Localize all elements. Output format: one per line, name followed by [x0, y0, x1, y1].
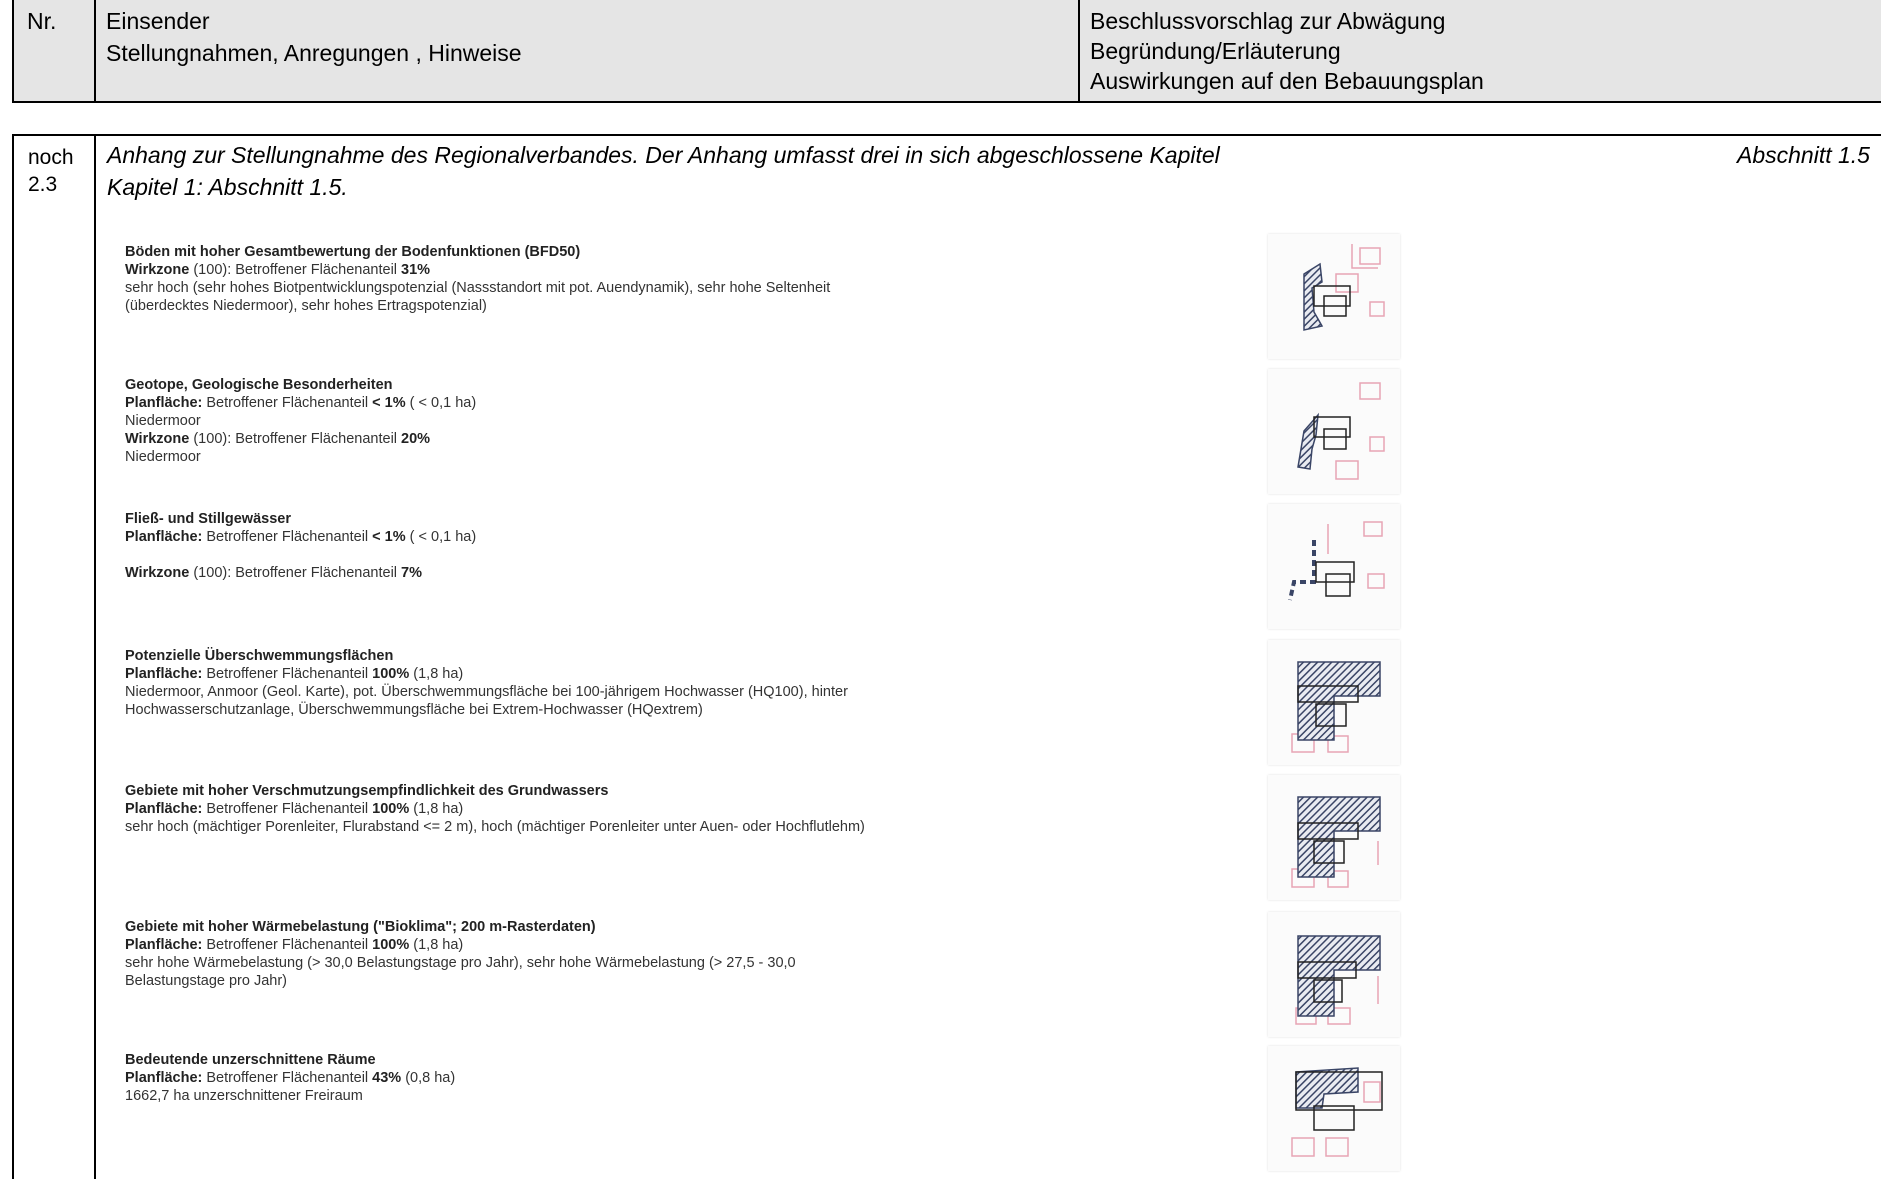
- entry-label: Planfläche:: [125, 666, 203, 682]
- entry-text: (100): Betroffener Flächenanteil: [189, 431, 402, 447]
- column-header-effects: Auswirkungen auf den Bebauungsplan: [1090, 68, 1484, 94]
- table-header: Nr. Einsender Stellungnahmen, Anregungen…: [12, 0, 1881, 103]
- entry-title: Gebiete mit hoher Wärmebelastung ("Biokl…: [125, 919, 596, 935]
- row-number-prefix: noch: [28, 146, 74, 169]
- entry-value: 100%: [372, 666, 410, 682]
- entry-label: Planfläche:: [125, 937, 203, 953]
- entry-line: Niedermoor: [125, 449, 201, 465]
- entry-label: Planfläche:: [125, 801, 203, 817]
- column-header-decision: Beschlussvorschlag zur Abwägung: [1090, 8, 1446, 34]
- entry-line: 1662,7 ha unzerschnittener Freiraum: [125, 1088, 363, 1104]
- entry-value: < 1%: [372, 395, 406, 411]
- entry-label: Wirkzone: [125, 565, 190, 581]
- entry-text: (1,8 ha): [409, 937, 464, 953]
- column-header-nr: Nr.: [27, 8, 57, 34]
- entry-text: ( < 0,1 ha): [405, 395, 477, 411]
- entry-line: Planfläche: Betroffener Flächenanteil < …: [125, 528, 476, 546]
- entry-label: Planfläche:: [125, 395, 203, 411]
- entry-text: Betroffener Flächenanteil: [202, 666, 373, 682]
- entry-value: 100%: [372, 937, 410, 953]
- column-header-sender: Einsender: [106, 8, 210, 34]
- entry-label: Planfläche:: [125, 1070, 203, 1086]
- entry-title: Gebiete mit hoher Verschmutzungsempfindl…: [125, 783, 609, 799]
- entry-line: Planfläche: Betroffener Flächenanteil < …: [125, 394, 476, 412]
- entry-title: Potenzielle Überschwemmungsflächen: [125, 648, 394, 664]
- entry-text: Betroffener Flächenanteil: [202, 801, 373, 817]
- entry-line: Niedermoor, Anmoor (Geol. Karte), pot. Ü…: [125, 684, 848, 700]
- annex-entry: Geotope, Geologische Besonderheiten Plan…: [125, 376, 476, 466]
- entry-value: 31%: [401, 262, 431, 278]
- row-number-value: 2.3: [28, 173, 58, 196]
- entry-text: (1,8 ha): [409, 801, 464, 817]
- column-divider: [1078, 0, 1080, 101]
- entry-line: Wirkzone (100): Betroffener Flächenantei…: [125, 564, 476, 582]
- map-thumbnail-heat-icon: [1268, 912, 1400, 1037]
- entry-line: Hochwasserschutzanlage, Überschwemmungsf…: [125, 702, 703, 718]
- entry-text: (100): Betroffener Flächenanteil: [189, 565, 402, 581]
- entry-label: Planfläche:: [125, 529, 203, 545]
- entry-line: sehr hoch (mächtiger Porenleiter, Flurab…: [125, 819, 865, 835]
- entry-line: Belastungstage pro Jahr): [125, 973, 288, 989]
- entry-line: Planfläche: Betroffener Flächenanteil 10…: [125, 665, 848, 683]
- entry-line: sehr hohe Wärmebelastung (> 30,0 Belastu…: [125, 955, 796, 971]
- column-divider: [94, 0, 96, 101]
- statement-chapter: Kapitel 1: Abschnitt 1.5.: [107, 174, 348, 200]
- map-thumbnail-water-icon: [1268, 504, 1400, 629]
- entry-title: Böden mit hoher Gesamtbewertung der Bode…: [125, 244, 581, 260]
- annex-entry: Böden mit hoher Gesamtbewertung der Bode…: [125, 243, 830, 315]
- entry-line: Niedermoor: [125, 413, 201, 429]
- entry-text: Betroffener Flächenanteil: [202, 395, 373, 411]
- entry-text: (1,8 ha): [409, 666, 464, 682]
- entry-value: 7%: [401, 565, 423, 581]
- map-thumbnail-geotope-icon: [1268, 369, 1400, 494]
- entry-text: Betroffener Flächenanteil: [202, 1070, 373, 1086]
- row-number: noch 2.3: [28, 144, 74, 198]
- map-thumbnail-groundwater-icon: [1268, 775, 1400, 900]
- entry-line: Planfläche: Betroffener Flächenanteil 10…: [125, 800, 865, 818]
- entry-line: Wirkzone (100): Betroffener Flächenantei…: [125, 430, 476, 448]
- map-thumbnail-open-space-icon: [1268, 1046, 1400, 1171]
- column-divider: [94, 136, 96, 1179]
- entry-value: 43%: [372, 1070, 402, 1086]
- entry-value: < 1%: [372, 529, 406, 545]
- entry-text: (100): Betroffener Flächenanteil: [189, 262, 402, 278]
- annex-entry: Gebiete mit hoher Verschmutzungsempfindl…: [125, 782, 865, 836]
- column-header-statements: Stellungnahmen, Anregungen , Hinweise: [106, 40, 522, 66]
- statement-intro: Anhang zur Stellungnahme des Regionalver…: [107, 142, 1220, 168]
- entry-line: (überdecktes Niedermoor), sehr hohes Ert…: [125, 298, 487, 314]
- column-header-justification: Begründung/Erläuterung: [1090, 38, 1341, 64]
- entry-label: Wirkzone: [125, 431, 190, 447]
- map-thumbnail-flood-icon: [1268, 640, 1400, 765]
- entry-value: 20%: [401, 431, 431, 447]
- entry-line: Wirkzone (100): Betroffener Flächenantei…: [125, 261, 830, 279]
- annex-entry: Fließ- und Stillgewässer Planfläche: Bet…: [125, 510, 476, 582]
- annex-entry: Bedeutende unzerschnittene Räume Planflä…: [125, 1051, 455, 1105]
- entry-line: sehr hoch (sehr hohes Biotpentwicklungsp…: [125, 280, 831, 296]
- annex-entry: Gebiete mit hoher Wärmebelastung ("Biokl…: [125, 918, 796, 990]
- entry-text: Betroffener Flächenanteil: [202, 937, 373, 953]
- entry-value: 100%: [372, 801, 410, 817]
- entry-title: Bedeutende unzerschnittene Räume: [125, 1052, 376, 1068]
- entry-text: (0,8 ha): [401, 1070, 456, 1086]
- entry-text: Betroffener Flächenanteil: [202, 529, 373, 545]
- map-thumbnail-soil-icon: [1268, 234, 1400, 359]
- annex-entry: Potenzielle Überschwemmungsflächen Planf…: [125, 647, 848, 719]
- entry-line: Planfläche: Betroffener Flächenanteil 43…: [125, 1069, 455, 1087]
- entry-text: ( < 0,1 ha): [405, 529, 477, 545]
- section-reference: Abschnitt 1.5: [1737, 142, 1870, 168]
- entry-title: Fließ- und Stillgewässer: [125, 511, 291, 527]
- entry-line: Planfläche: Betroffener Flächenanteil 10…: [125, 936, 796, 954]
- entry-title: Geotope, Geologische Besonderheiten: [125, 377, 393, 393]
- entry-label: Wirkzone: [125, 262, 190, 278]
- statement-table: noch 2.3 Anhang zur Stellungnahme des Re…: [12, 134, 1881, 1179]
